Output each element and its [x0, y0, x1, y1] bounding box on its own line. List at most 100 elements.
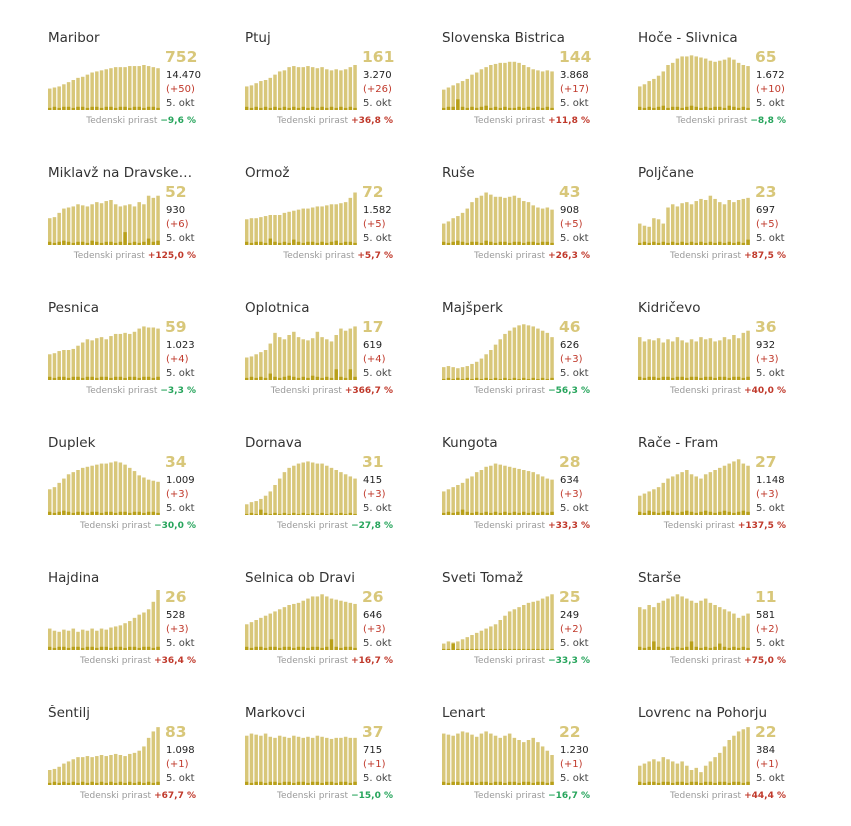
weekly-growth-label: Tedenski prirast: [277, 521, 349, 531]
sparkline-bars: [638, 195, 750, 245]
bar-daily: [522, 781, 526, 785]
bar: [48, 770, 52, 785]
municipality-name: Šentilj: [48, 705, 90, 721]
bar-daily: [442, 107, 446, 110]
bar-daily: [339, 106, 343, 110]
bar-daily: [273, 781, 277, 785]
bar: [638, 223, 642, 245]
municipality-name: Hoče - Slivnica: [638, 30, 738, 46]
bar: [76, 631, 80, 650]
bar-daily: [526, 512, 531, 515]
bar: [517, 325, 521, 380]
bar-daily: [137, 106, 141, 110]
bar: [727, 339, 731, 380]
bar-daily: [118, 511, 123, 515]
bar: [722, 609, 727, 650]
bar-daily: [104, 241, 108, 245]
bar: [531, 737, 535, 785]
bar: [320, 736, 324, 785]
bar-daily: [57, 646, 61, 650]
bar-daily: [268, 513, 273, 515]
total-cases-value: 619: [363, 340, 383, 351]
bar: [689, 600, 694, 650]
bar: [460, 731, 465, 785]
bar: [465, 78, 470, 110]
bar: [545, 750, 550, 785]
total-cases-value: 415: [363, 475, 383, 486]
bar: [647, 491, 651, 515]
bar-daily: [722, 242, 727, 245]
bar: [470, 363, 474, 380]
bar: [287, 335, 291, 380]
bar: [689, 204, 694, 245]
bar-daily: [638, 511, 642, 515]
bar-daily: [259, 646, 263, 650]
weekly-growth-value: −8,8 %: [750, 116, 786, 126]
bar-daily: [146, 376, 151, 380]
new-cases-delta: (+3): [166, 624, 189, 635]
total-cases-value: 908: [560, 205, 580, 216]
bar: [339, 737, 343, 785]
bar-daily: [493, 242, 498, 245]
bar-daily: [638, 376, 642, 380]
bar-daily: [287, 646, 291, 650]
bar: [741, 332, 746, 380]
bar: [142, 612, 146, 650]
bar-daily: [287, 781, 291, 785]
bar: [727, 200, 731, 245]
bar: [656, 487, 661, 515]
bar: [493, 735, 498, 785]
bar: [263, 495, 268, 515]
bar: [479, 69, 484, 110]
bar: [296, 736, 301, 785]
bar: [109, 462, 113, 515]
bar-daily: [446, 782, 451, 785]
bar: [353, 478, 357, 515]
bar-daily: [460, 106, 465, 110]
bar: [146, 327, 151, 380]
date-label: 5. okt: [756, 233, 785, 244]
bar: [670, 341, 675, 380]
bar: [287, 737, 291, 785]
bar-daily: [254, 513, 258, 515]
bar: [545, 207, 550, 245]
new-cases-delta: (+3): [560, 354, 583, 365]
bar: [95, 202, 99, 245]
bar-daily: [85, 512, 90, 515]
bar: [348, 328, 353, 380]
bar-daily: [315, 781, 320, 785]
bar: [442, 89, 446, 110]
bar: [80, 76, 85, 110]
bar: [329, 204, 334, 245]
bar: [249, 502, 254, 515]
bar-daily: [353, 242, 357, 245]
bar-daily: [52, 377, 57, 380]
bar-daily: [132, 106, 137, 110]
bar-daily: [713, 512, 717, 515]
bar: [80, 205, 85, 245]
bar-daily: [666, 510, 670, 515]
bar: [329, 70, 334, 110]
bar: [675, 763, 680, 785]
bar-daily: [703, 781, 708, 785]
bar-daily: [254, 377, 258, 380]
weekly-growth: Tedenski prirast −15,0 %: [277, 791, 393, 801]
bar-daily: [689, 511, 694, 515]
date-label: 5. okt: [560, 233, 589, 244]
weekly-growth-value: +87,5 %: [744, 251, 786, 261]
bar-daily: [48, 511, 52, 515]
date-label: 5. okt: [560, 503, 589, 514]
bar: [245, 86, 249, 110]
bar: [57, 86, 61, 110]
bar: [536, 742, 540, 785]
bar: [320, 206, 324, 245]
bar: [685, 202, 689, 245]
bar-daily: [456, 377, 460, 380]
bar: [741, 198, 746, 245]
bar: [249, 622, 254, 650]
bar-daily: [277, 647, 282, 650]
bar: [90, 204, 94, 245]
bar-daily: [540, 107, 545, 110]
bar-daily: [713, 782, 717, 785]
bar: [550, 209, 554, 245]
